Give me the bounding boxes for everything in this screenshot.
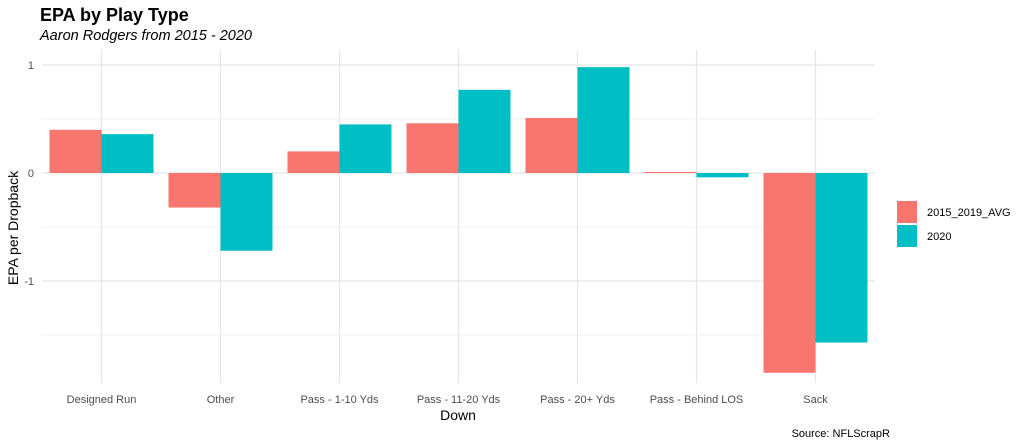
bar xyxy=(287,151,340,173)
bar xyxy=(577,67,630,173)
y-axis-title: EPA per Dropback xyxy=(5,170,21,285)
x-tick-label: Pass - Behind LOS xyxy=(650,394,744,406)
y-axis-ticks: 1 0 -1 xyxy=(24,60,34,288)
x-axis-ticks: Designed Run Other Pass - 1-10 Yds Pass - 1… xyxy=(67,394,829,406)
bar xyxy=(220,173,273,251)
bar xyxy=(525,117,578,173)
legend-swatch xyxy=(897,201,917,223)
bar xyxy=(168,173,221,208)
y-tick-label: -1 xyxy=(24,276,34,288)
bar xyxy=(696,173,749,178)
bar xyxy=(458,89,511,173)
bar xyxy=(49,129,102,173)
x-axis-title: Down xyxy=(440,407,476,423)
y-tick-label: 1 xyxy=(28,60,34,72)
bar xyxy=(644,171,697,173)
x-tick-label: Pass - 20+ Yds xyxy=(540,394,615,406)
x-tick-label: Sack xyxy=(803,394,828,406)
legend-label: 2020 xyxy=(927,231,951,243)
y-tick-label: 0 xyxy=(28,168,34,180)
chart-caption: Source: NFLScrapR xyxy=(791,428,890,440)
bar xyxy=(815,173,868,343)
bar xyxy=(101,134,154,173)
bar xyxy=(406,123,459,173)
chart-subtitle: Aaron Rodgers from 2015 - 2020 xyxy=(40,28,252,44)
x-tick-label: Pass - 1-10 Yds xyxy=(300,394,379,406)
x-tick-label: Other xyxy=(207,394,235,406)
bar xyxy=(339,124,392,173)
x-tick-label: Pass - 11-20 Yds xyxy=(417,394,501,406)
bar xyxy=(763,173,816,373)
bars xyxy=(49,67,868,373)
legend: 2015_2019_AVG 2020 xyxy=(897,201,1011,247)
chart-title: EPA by Play Type xyxy=(40,5,189,25)
x-tick-label: Designed Run xyxy=(67,394,137,406)
legend-swatch xyxy=(897,225,917,247)
legend-label: 2015_2019_AVG xyxy=(927,207,1011,219)
